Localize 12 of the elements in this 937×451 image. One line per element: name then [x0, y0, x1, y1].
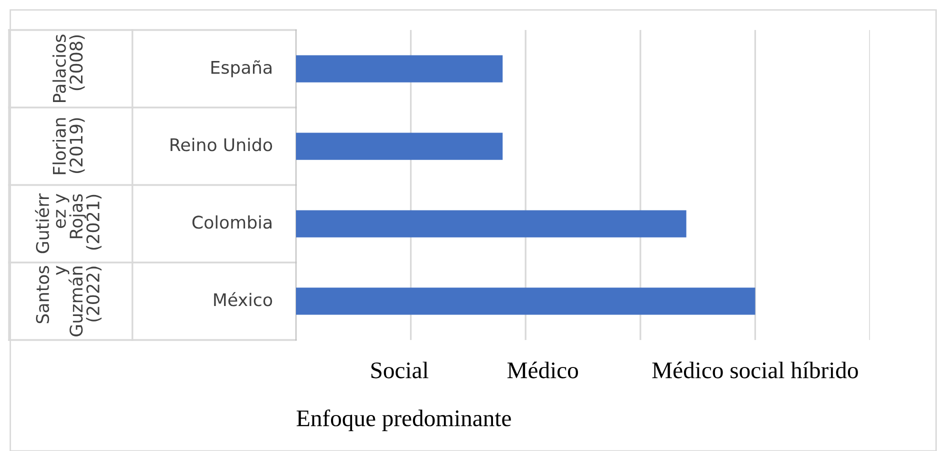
text: Florian (2019) — [52, 118, 85, 174]
x-axis-title: Enfoque predominante — [296, 409, 511, 432]
text: Santos y Guzmán (2022) — [36, 266, 102, 336]
y-tick-label: Colombia — [192, 215, 272, 229]
text: Médico social híbrido — [652, 362, 858, 378]
y-tick-label: Reino Unido — [170, 138, 272, 152]
text: Palacios (2008) — [52, 34, 85, 102]
text: Gutiérr ez y Rojas (2021) — [34, 193, 102, 254]
text: Médico — [507, 362, 578, 378]
y-tick-label: México — [214, 292, 272, 306]
y-tick-label: España — [211, 60, 272, 78]
text: Social — [371, 362, 428, 378]
